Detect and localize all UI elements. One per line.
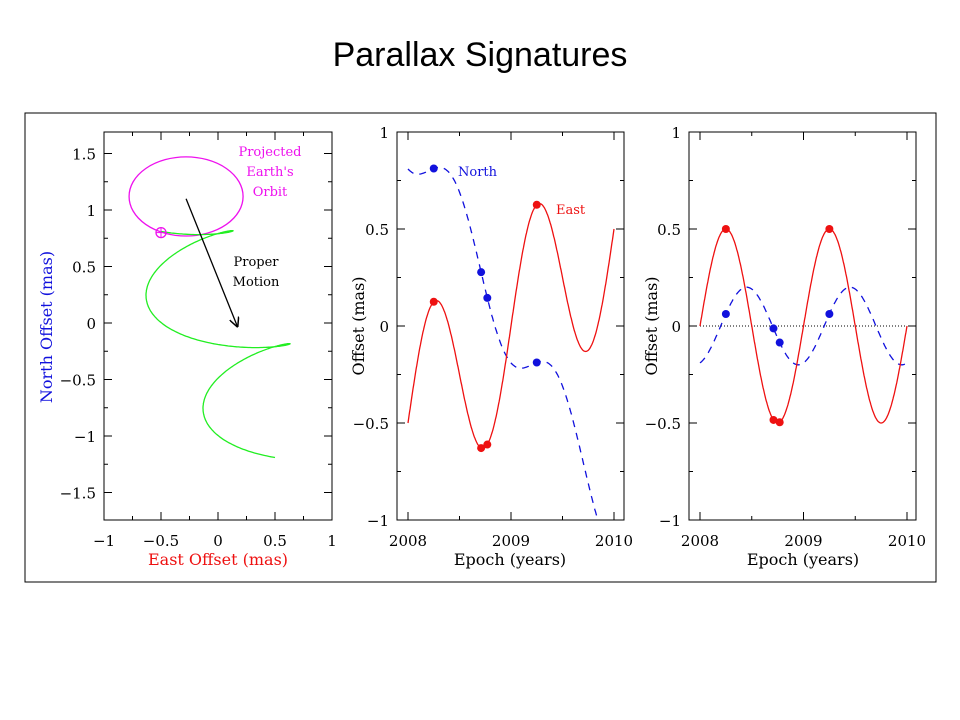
x-tick-label: 2009 <box>492 532 530 550</box>
star-sky-track <box>145 229 291 459</box>
y-tick-label: 1 <box>379 124 389 142</box>
north-data-point <box>429 164 438 173</box>
orbit-annotation-line1: Projected <box>238 145 301 160</box>
east-data-point <box>483 440 492 449</box>
north-data-point <box>825 310 834 319</box>
north-series-line <box>407 166 599 520</box>
orbit-annotation-line2: Earth's <box>246 165 293 180</box>
north-data-point <box>721 310 730 319</box>
north-data-point <box>775 338 784 347</box>
proper-motion-annotation-line1: Proper <box>233 255 279 270</box>
x-tick-label: 0.5 <box>263 532 287 550</box>
east-data-point <box>769 415 778 424</box>
proper-motion-annotation-line2: Motion <box>233 275 280 290</box>
x-tick-label: 2010 <box>888 532 926 550</box>
y-tick-label: 0 <box>86 315 96 333</box>
x-tick-label: 0 <box>213 532 223 550</box>
x-tick-label: −0.5 <box>143 532 179 550</box>
y-tick-label: 1 <box>86 202 96 220</box>
y-tick-label: 1.5 <box>72 146 96 164</box>
east-data-point <box>532 200 541 209</box>
east-data-point <box>477 444 486 453</box>
slide-title: Parallax Signatures <box>332 36 628 74</box>
y-tick-label: 0 <box>379 318 389 336</box>
y-tick-label: 0.5 <box>657 221 681 239</box>
proper-motion-arrow <box>185 198 237 327</box>
x-tick-label: 2010 <box>595 532 633 550</box>
east-series-line <box>699 228 908 424</box>
x-tick-label: 2008 <box>389 532 427 550</box>
y-tick-label: 1 <box>671 124 681 142</box>
y-tick-label: 0.5 <box>365 221 389 239</box>
right-x-axis-label: Epoch (years) <box>747 550 859 569</box>
figure-border <box>24 112 937 583</box>
y-tick-label: −0.5 <box>645 415 681 433</box>
north-data-point <box>477 268 486 277</box>
plot-frame-0 <box>103 131 333 521</box>
y-tick-label: −1.5 <box>60 485 96 503</box>
projected-orbit-ellipse <box>128 156 244 237</box>
y-tick-label: −0.5 <box>60 372 96 390</box>
middle-x-axis-label: Epoch (years) <box>454 550 566 569</box>
x-tick-label: 2009 <box>784 532 822 550</box>
north-data-point <box>483 293 492 302</box>
east-data-point <box>825 225 834 233</box>
right-y-axis-label: Offset (mas) <box>642 276 661 375</box>
x-tick-label: 2008 <box>681 532 719 550</box>
y-tick-label: −0.5 <box>353 415 389 433</box>
middle-y-axis-label: Offset (mas) <box>349 276 368 375</box>
east-data-point <box>429 297 438 306</box>
east-series-line <box>407 202 615 450</box>
y-tick-label: −1 <box>74 428 96 446</box>
orbit-annotation-line3: Orbit <box>253 185 288 200</box>
east-data-point <box>775 418 784 427</box>
east-data-point <box>721 225 730 233</box>
y-tick-label: −1 <box>367 512 389 530</box>
north-data-point <box>769 324 778 333</box>
left-x-axis-label: East Offset (mas) <box>148 550 288 569</box>
x-tick-label: −1 <box>93 532 115 550</box>
north-data-point <box>532 358 541 367</box>
x-tick-label: 1 <box>327 532 337 550</box>
y-tick-label: 0 <box>671 318 681 336</box>
y-tick-label: −1 <box>659 512 681 530</box>
east-series-label: East <box>556 203 586 218</box>
y-tick-label: 0.5 <box>72 259 96 277</box>
left-y-axis-label: North Offset (mas) <box>37 251 56 403</box>
north-series-label: North <box>458 165 498 180</box>
